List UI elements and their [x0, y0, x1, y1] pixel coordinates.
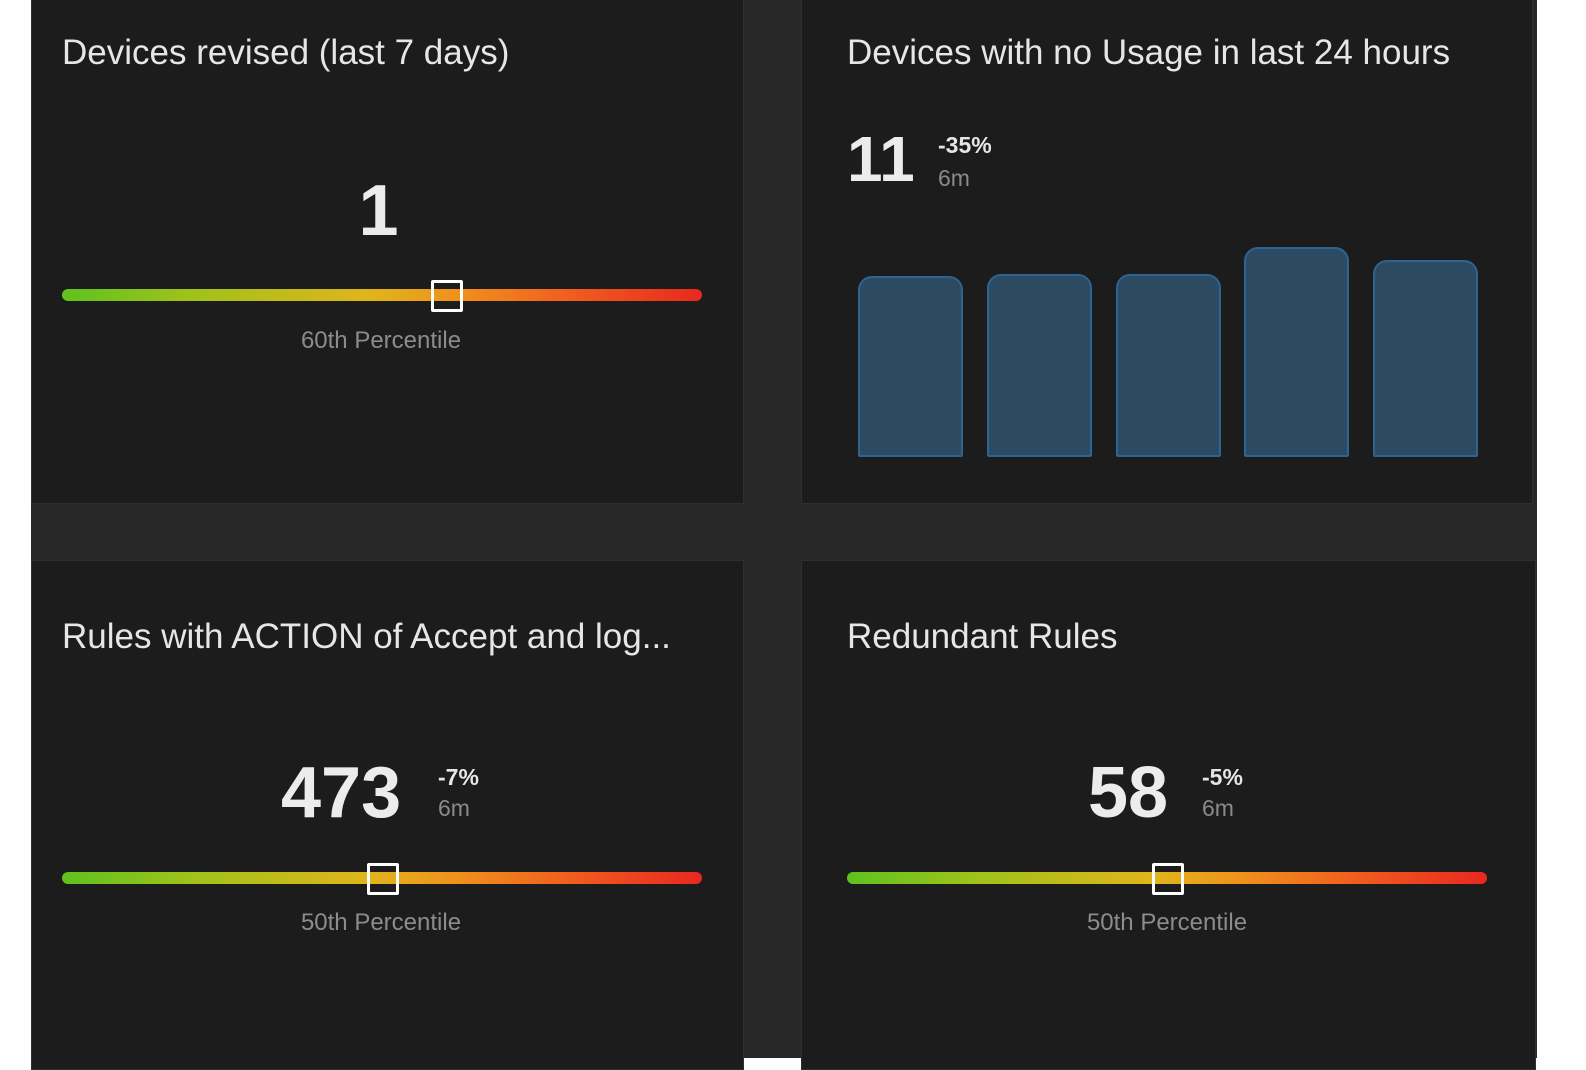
percentile-label: 50th Percentile — [300, 909, 462, 936]
metric-value: 1 — [358, 171, 399, 251]
trend-bar[interactable] — [1116, 274, 1221, 457]
percentile-gauge — [62, 280, 702, 312]
gauge-marker — [367, 863, 399, 895]
metric-period: 6m — [938, 165, 970, 191]
widget-redundant-rules[interactable]: Redundant Rules 58 -5% 6m 50th Percentil… — [801, 560, 1536, 1070]
dashboard: Devices revised (last 7 days) 1 60th Per… — [31, 0, 1537, 1070]
trend-bar[interactable] — [858, 276, 963, 457]
widget-title: Devices revised (last 7 days) — [62, 33, 510, 72]
widget-title: Devices with no Usage in last 24 hours — [847, 33, 1451, 72]
widget-title: Rules with ACTION of Accept and log... — [62, 617, 671, 656]
widget-devices-no-usage[interactable]: Devices with no Usage in last 24 hours 1… — [801, 0, 1533, 504]
percentile-label: 50th Percentile — [1086, 909, 1248, 936]
metric-delta: -7% — [438, 764, 479, 790]
metric-delta: -35% — [938, 132, 992, 158]
metric-period: 6m — [438, 795, 470, 821]
trend-bar[interactable] — [987, 274, 1092, 457]
widget-accept-and-log-rules[interactable]: Rules with ACTION of Accept and log... 4… — [31, 560, 744, 1070]
trend-bar-chart — [858, 247, 1478, 457]
percentile-label: 60th Percentile — [300, 327, 462, 354]
metric-value: 473 — [281, 753, 402, 833]
metric-period: 6m — [1202, 795, 1234, 821]
trend-bar[interactable] — [1244, 247, 1349, 457]
metric-value: 58 — [1088, 753, 1169, 833]
widget-devices-revised[interactable]: Devices revised (last 7 days) 1 60th Per… — [31, 0, 744, 504]
percentile-gauge — [847, 863, 1487, 895]
metric-delta: -5% — [1202, 764, 1243, 790]
widget-title: Redundant Rules — [847, 617, 1118, 656]
percentile-gauge — [62, 863, 702, 895]
gauge-marker — [431, 280, 463, 312]
trend-bar[interactable] — [1373, 260, 1478, 457]
gauge-marker — [1152, 863, 1184, 895]
metric-value: 11 — [847, 123, 915, 195]
